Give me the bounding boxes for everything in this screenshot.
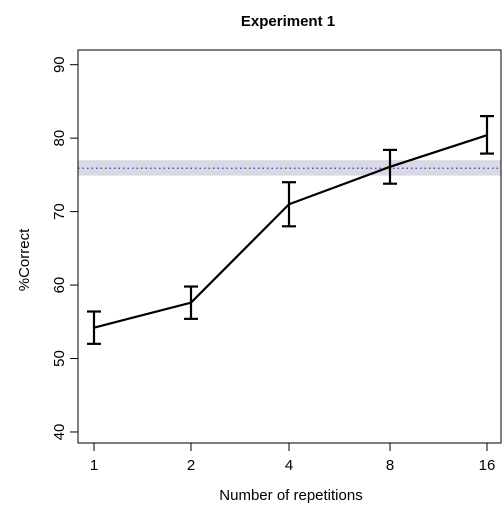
y-tick-label: 60 [51, 277, 68, 294]
x-tick-label: 16 [479, 457, 496, 474]
y-tick-label: 40 [51, 424, 68, 441]
y-tick-label: 70 [51, 203, 68, 220]
x-tick-label: 2 [187, 457, 195, 474]
plot-frame [77, 49, 502, 444]
x-tick-label: 8 [386, 457, 394, 474]
x-tick-label: 1 [90, 457, 98, 474]
error-bar [480, 115, 494, 155]
chart-title: Experiment 1 [241, 13, 335, 30]
y-tick-label: 90 [51, 56, 68, 73]
x-axis-label: Number of repetitions [219, 487, 362, 504]
x-tick-label: 4 [285, 457, 293, 474]
y-axis: 40 50 60 70 80 90 [51, 49, 502, 444]
x-axis: 1 2 4 8 16 [90, 442, 496, 474]
y-axis-label: %Correct [16, 228, 33, 291]
series-layer [87, 115, 494, 345]
y-tick-label: 50 [51, 350, 68, 367]
y-tick-label: 80 [51, 130, 68, 147]
